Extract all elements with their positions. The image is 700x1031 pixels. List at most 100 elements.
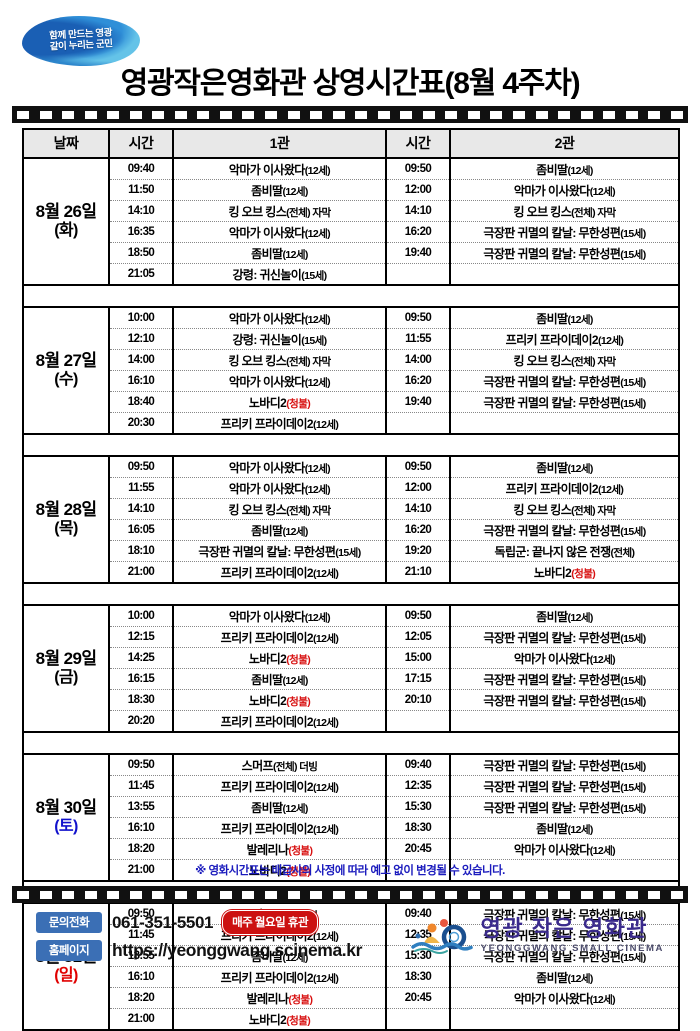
showtime-cell-hall1: 09:40 <box>108 157 174 180</box>
film-perforation <box>129 110 142 119</box>
film-title-cell-hall2: 극장판 귀멸의 칼날: 무한성편(15세) <box>449 668 680 690</box>
film-title: 좀비딸 <box>536 311 568 326</box>
film-title: 킹 오브 킹스 <box>513 502 572 517</box>
header-date: 날짜 <box>22 128 110 159</box>
film-title-cell-hall1: 좀비딸(12세) <box>172 242 387 264</box>
film-perforation <box>17 890 29 899</box>
film-strip-bottom-decoration <box>12 886 688 903</box>
film-perforation <box>152 110 165 119</box>
table-row: 21:00 노바디2(청불) <box>23 1008 680 1031</box>
film-perforation <box>152 890 165 899</box>
film-perforation <box>445 890 458 899</box>
film-rating: (전체) 자막 <box>286 355 331 368</box>
film-perforation <box>355 110 368 119</box>
film-rating: (12세) <box>589 185 616 198</box>
day-of-week-label: (화) <box>54 222 78 240</box>
film-title: 좀비딸 <box>536 162 568 177</box>
film-title-cell-hall1: 발레리나(청불) <box>172 987 387 1009</box>
showtime-cell-hall1: 14:00 <box>108 349 174 371</box>
film-rating: (청불) <box>286 865 311 878</box>
film-title: 독립군: 끝나지 않은 전쟁 <box>494 544 612 559</box>
film-title-cell-hall1: 노바디2(청불) <box>172 391 387 413</box>
film-perforation <box>603 110 616 119</box>
film-title: 악마가 이사왔다 <box>513 842 590 857</box>
closed-day-badge: 매주 월요일 휴관 <box>222 910 319 935</box>
film-title-cell-hall2 <box>449 710 680 733</box>
table-row: 18:20 발레리나(청불) 20:45 악마가 이사왔다(12세) <box>23 838 680 860</box>
showtime-cell-hall2 <box>385 412 451 435</box>
film-perforation <box>648 110 661 119</box>
film-rating: (15세) <box>620 760 646 773</box>
film-rating: (15세) <box>620 802 646 815</box>
table-row: 11:55 악마가 이사왔다(12세) 12:00 프리키 프라이데이2(12세) <box>23 477 680 499</box>
film-rating: (전체) 자막 <box>286 504 331 517</box>
date-cell: 8월 30일 (토) <box>22 753 110 882</box>
film-title: 스머프 <box>241 758 274 773</box>
film-title: 킹 오브 킹스 <box>228 204 287 219</box>
film-rating: (15세) <box>620 376 646 389</box>
film-perforation <box>197 110 210 119</box>
film-rating: (12세) <box>282 248 308 261</box>
film-perforation <box>535 110 548 119</box>
film-title-cell-hall2: 극장판 귀멸의 칼날: 무한성편(15세) <box>449 902 680 925</box>
film-rating: (전체) 자막 <box>286 206 331 219</box>
table-row: 8월 29일 (금) 10:00 악마가 이사왔다(12세) 09:50 좀비딸(12세) <box>22 604 680 733</box>
film-perforation <box>445 110 458 119</box>
showtime-cell-hall2: 19:40 <box>385 242 451 264</box>
showtime-cell-hall2: 09:50 <box>385 306 451 329</box>
film-rating: (전체) 더빙 <box>272 760 318 773</box>
film-title-cell-hall2: 극장판 귀멸의 칼날: 무한성편(15세) <box>449 689 680 711</box>
film-perforation <box>17 110 29 119</box>
showtime-cell-hall1: 21:00 <box>108 1008 174 1031</box>
film-title-cell-hall2: 좀비딸(12세) <box>449 306 680 329</box>
film-title-cell-hall1: 노바디2(청불) <box>172 1008 387 1031</box>
header-hall2: 2관 <box>449 128 680 159</box>
day-of-week-label: (금) <box>54 669 78 687</box>
film-perforation <box>513 110 526 119</box>
block-separator <box>22 732 680 754</box>
film-title-cell-hall1: 노바디2(청불) <box>172 647 387 669</box>
film-title-cell-hall1: 프리키 프라이데이2(12세) <box>172 817 387 839</box>
film-perforation <box>174 110 187 119</box>
film-title: 극장판 귀멸의 칼날: 무한성편 <box>483 672 621 687</box>
film-rating: (12세) <box>304 313 331 326</box>
film-perforation <box>219 110 232 119</box>
showtime-cell-hall1: 10:00 <box>108 604 174 627</box>
showtime-cell-hall2: 19:20 <box>385 540 451 562</box>
showtime-cell-hall1: 16:10 <box>108 966 174 988</box>
film-title-cell-hall1: 스머프(전체) 더빙 <box>172 753 387 776</box>
film-title: 프리키 프라이데이2 <box>220 821 314 836</box>
date-cell: 8월 28일 (목) <box>22 455 110 584</box>
table-row: 14:10 킹 오브 킹스(전체) 자막 14:10 킹 오브 킹스(전체) 자막 <box>23 498 680 520</box>
film-title-cell-hall2: 악마가 이사왔다(12세) <box>449 179 680 201</box>
table-row: 11:50 좀비딸(12세) 12:00 악마가 이사왔다(12세) <box>23 179 680 201</box>
film-title: 극장판 귀멸의 칼날: 무한성편 <box>483 395 621 410</box>
block-separator-cell <box>22 285 680 307</box>
film-perforation <box>422 110 435 119</box>
film-title-cell-hall2: 극장판 귀멸의 칼날: 무한성편(15세) <box>449 391 680 413</box>
film-title: 극장판 귀멸의 칼날: 무한성편 <box>483 928 621 943</box>
film-title: 극장판 귀멸의 칼날: 무한성편 <box>483 693 621 708</box>
film-title-cell-hall2 <box>449 1008 680 1031</box>
date-label: 8월 28일 <box>35 500 97 520</box>
block-separator <box>22 285 680 307</box>
film-rating: (12세) <box>282 185 308 198</box>
table-row: 14:00 킹 오브 킹스(전체) 자막 14:00 킹 오브 킹스(전체) 자막 <box>23 349 680 371</box>
showtime-cell-hall1: 16:10 <box>108 370 174 392</box>
showtime-cell-hall1: 09:50 <box>108 753 174 776</box>
film-title: 극장판 귀멸의 칼날: 무한성편 <box>483 949 621 964</box>
film-title: 발레리나 <box>246 842 289 857</box>
showtime-cell-hall1: 11:55 <box>108 477 174 499</box>
date-label: 8월 30일 <box>35 798 97 818</box>
film-perforation <box>558 110 571 119</box>
table-row: 16:35 악마가 이사왔다(12세) 16:20 극장판 귀멸의 칼날: 무한성편(… <box>23 221 680 243</box>
showtime-cell-hall2: 11:55 <box>385 328 451 350</box>
showtime-cell-hall2 <box>385 710 451 733</box>
block-separator <box>22 434 680 456</box>
film-title-cell-hall1: 좀비딸(12세) <box>172 945 387 967</box>
film-title-cell-hall1: 좀비딸(12세) <box>172 796 387 818</box>
film-perforation <box>287 890 300 899</box>
film-perforation <box>62 110 75 119</box>
website-url[interactable]: https://yeonggwang.scinema.kr <box>112 940 362 960</box>
film-title: 극장판 귀멸의 칼날: 무한성편 <box>483 779 621 794</box>
